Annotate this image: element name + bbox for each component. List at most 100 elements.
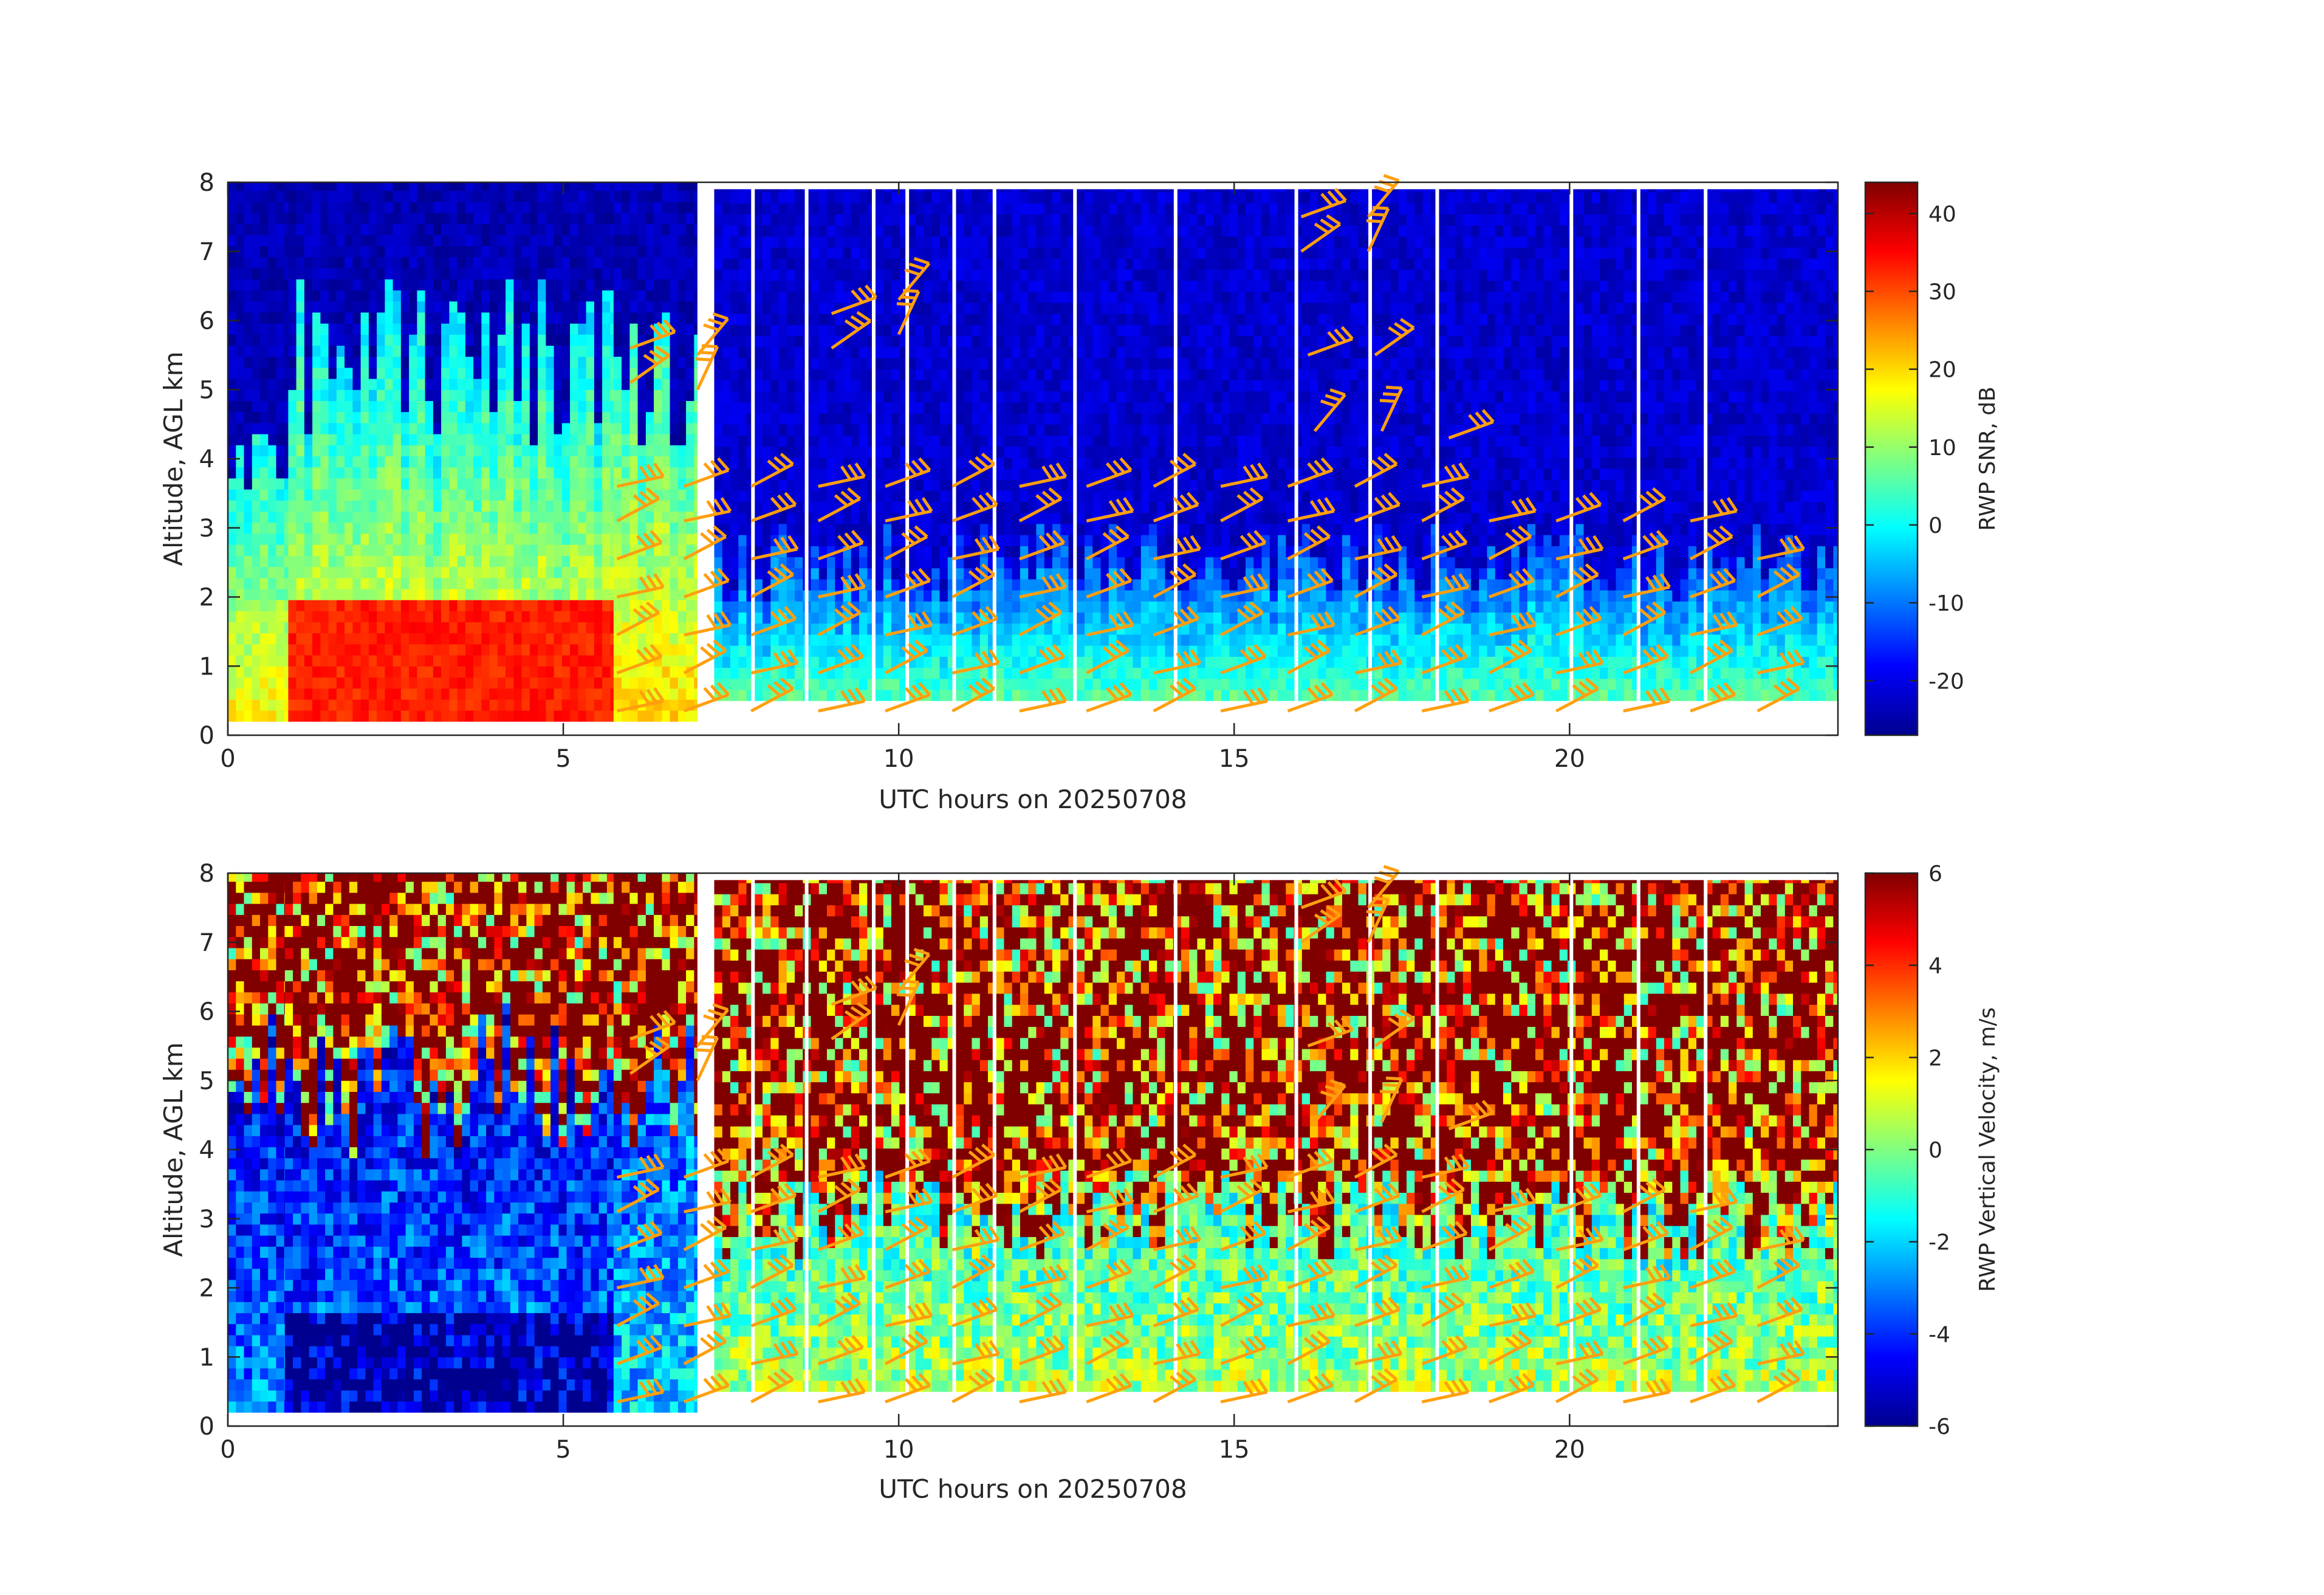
heatmap-cell: [506, 489, 514, 501]
heatmap-cell: [361, 400, 369, 412]
heatmap-cell: [260, 379, 269, 390]
heatmap-cell: [924, 236, 932, 248]
heatmap-cell: [610, 467, 614, 479]
heatmap-cell: [252, 500, 261, 512]
heatmap-cell: [940, 358, 948, 369]
heatmap-cell: [337, 224, 345, 235]
heatmap-cell: [538, 301, 546, 313]
heatmap-cell: [662, 434, 670, 445]
heatmap-cell: [811, 358, 820, 369]
heatmap-cell: [1028, 468, 1037, 480]
heatmap-cell: [770, 590, 779, 602]
heatmap-cell: [268, 368, 276, 379]
heatmap-cell: [522, 423, 530, 434]
heatmap-cell: [738, 402, 747, 414]
heatmap-cell: [369, 279, 377, 290]
heatmap-cell: [304, 235, 313, 246]
heatmap-cell: [819, 402, 828, 414]
heatmap-cell: [337, 312, 345, 324]
heatmap-cell: [891, 468, 900, 480]
heatmap-cell: [288, 213, 296, 224]
heatmap-cell: [980, 435, 989, 447]
heatmap-cell: [465, 445, 474, 456]
heatmap-cell: [530, 578, 538, 589]
heatmap-cell: [1052, 391, 1061, 403]
heatmap-cell: [755, 314, 763, 325]
heatmap-cell: [629, 224, 638, 235]
heatmap-cell: [546, 357, 554, 368]
heatmap-cell: [811, 369, 820, 380]
heatmap-cell: [763, 690, 771, 701]
heatmap-cell: [1052, 623, 1061, 635]
heatmap-cell: [1020, 634, 1029, 646]
heatmap-cell: [530, 523, 538, 534]
heatmap-cell: [441, 379, 450, 390]
heatmap-cell: [1012, 557, 1021, 569]
heatmap-cell: [770, 358, 779, 369]
heatmap-cell: [401, 644, 410, 656]
heatmap-cell: [458, 357, 466, 368]
heatmap-cell: [1020, 214, 1029, 225]
heatmap-cell: [654, 213, 662, 224]
heatmap-cell: [465, 677, 474, 689]
heatmap-cell: [646, 268, 654, 280]
heatmap-cell: [715, 391, 723, 403]
heatmap-cell: [819, 292, 828, 303]
heatmap-cell: [1004, 634, 1013, 646]
heatmap-cell: [811, 568, 820, 580]
heatmap-cell: [811, 590, 820, 602]
heatmap-cell: [538, 578, 546, 589]
heatmap-cell: [288, 400, 296, 412]
heatmap-cell: [686, 644, 694, 656]
heatmap-cell: [586, 677, 595, 689]
heatmap-cell: [610, 633, 614, 645]
heatmap-cell: [1012, 292, 1021, 303]
heatmap-cell: [546, 412, 554, 424]
heatmap-cell: [361, 489, 369, 501]
heatmap-cell: [586, 688, 595, 700]
heatmap-cell: [763, 236, 771, 248]
heatmap-cell: [795, 314, 803, 325]
heatmap-cell: [252, 202, 261, 213]
heatmap-cell: [956, 369, 964, 380]
heatmap-cell: [385, 544, 393, 556]
heatmap-cell: [956, 214, 964, 225]
heatmap-cell: [312, 445, 321, 456]
heatmap-cell: [284, 511, 289, 523]
heatmap-cell: [819, 314, 828, 325]
heatmap-cell: [458, 644, 466, 656]
heatmap-cell: [646, 224, 654, 235]
heatmap-cell: [795, 336, 803, 348]
heatmap-cell: [1028, 369, 1037, 380]
heatmap-cell: [622, 600, 630, 611]
heatmap-cell: [876, 358, 884, 369]
heatmap-cell: [252, 279, 261, 290]
heatmap-cell: [385, 600, 393, 611]
heatmap-cell: [490, 345, 498, 357]
heatmap-cell: [433, 500, 442, 512]
heatmap-cell: [433, 489, 442, 501]
heatmap-cell: [614, 191, 622, 202]
heatmap-cell: [662, 633, 670, 645]
heatmap-cell: [276, 589, 285, 600]
heatmap-cell: [787, 269, 795, 281]
heatmap-cell: [686, 412, 694, 424]
heatmap-cell: [629, 644, 638, 656]
heatmap-cell: [916, 391, 924, 403]
heatmap-cell: [876, 192, 884, 204]
heatmap-cell: [304, 578, 313, 589]
heatmap-cell: [715, 269, 723, 281]
heatmap-cell: [738, 679, 747, 690]
heatmap-cell: [506, 699, 514, 711]
heatmap-cell: [795, 269, 803, 281]
heatmap-cell: [530, 290, 538, 301]
heatmap-cell: [252, 312, 261, 324]
heatmap-cell: [481, 544, 490, 556]
heatmap-cell: [473, 445, 482, 456]
heatmap-cell: [312, 633, 321, 645]
heatmap-cell: [851, 236, 860, 248]
heatmap-cell: [876, 590, 884, 602]
heatmap-cell: [320, 357, 329, 368]
heatmap-cell: [883, 292, 892, 303]
heatmap-cell: [337, 389, 345, 401]
